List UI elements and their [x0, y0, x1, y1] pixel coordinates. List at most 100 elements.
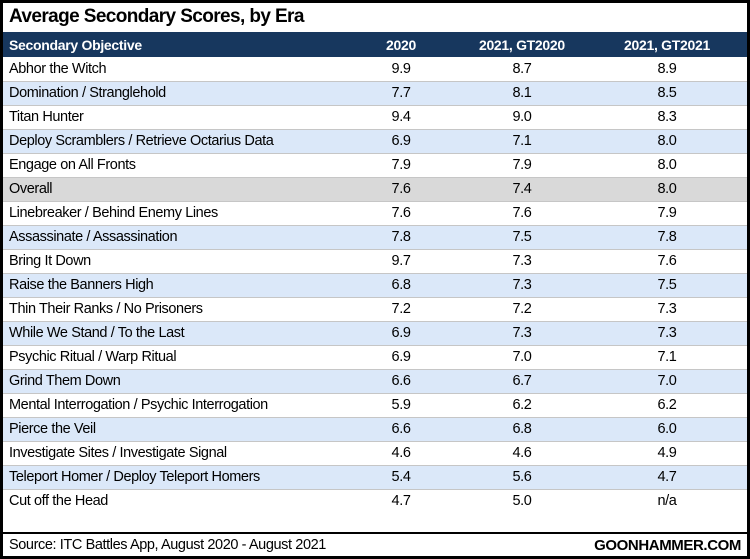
- table-row: Pierce the Veil 6.6 6.8 6.0: [3, 417, 747, 442]
- score-cell: 4.7: [587, 465, 747, 490]
- score-cell: 8.0: [587, 153, 747, 178]
- score-cell: 6.6: [345, 417, 457, 442]
- objective-cell: Overall: [3, 177, 346, 202]
- table-row: Raise the Banners High 6.8 7.3 7.5: [3, 273, 747, 298]
- score-cell: 4.6: [345, 441, 457, 466]
- objective-cell: Pierce the Veil: [3, 417, 346, 442]
- score-cell: 6.9: [345, 321, 457, 346]
- table-row: Thin Their Ranks / No Prisoners 7.2 7.2 7.3: [3, 297, 747, 322]
- table-row: Deploy Scramblers / Retrieve Octarius Da…: [3, 129, 747, 154]
- score-cell: 7.3: [456, 321, 588, 346]
- objective-cell: Investigate Sites / Investigate Signal: [3, 441, 346, 466]
- score-cell: 6.0: [587, 417, 747, 442]
- score-cell: 7.5: [587, 273, 747, 298]
- score-cell: 7.6: [345, 177, 457, 202]
- column-header-objective: Secondary Objective: [3, 32, 346, 57]
- score-cell: 6.2: [587, 393, 747, 418]
- score-cell: 6.8: [456, 417, 588, 442]
- objective-cell: Grind Them Down: [3, 369, 346, 394]
- score-cell: 8.9: [587, 57, 747, 82]
- score-cell: n/a: [587, 489, 747, 513]
- header-row: Secondary Objective 2020 2021, GT2020 20…: [3, 32, 747, 57]
- score-cell: 8.1: [456, 81, 588, 106]
- score-cell: 6.7: [456, 369, 588, 394]
- score-cell: 8.0: [587, 177, 747, 202]
- score-cell: 6.9: [345, 129, 457, 154]
- score-cell: 6.6: [345, 369, 457, 394]
- table-row: Investigate Sites / Investigate Signal 4.…: [3, 441, 747, 466]
- score-cell: 7.6: [456, 201, 588, 226]
- table-row: Titan Hunter 9.4 9.0 8.3: [3, 105, 747, 130]
- table-row: Engage on All Fronts 7.9 7.9 8.0: [3, 153, 747, 178]
- table-row: Grind Them Down 6.6 6.7 7.0: [3, 369, 747, 394]
- objective-cell: Engage on All Fronts: [3, 153, 346, 178]
- table-row: Domination / Stranglehold 7.7 8.1 8.5: [3, 81, 747, 106]
- score-cell: 7.6: [345, 201, 457, 226]
- table-row: Cut off the Head 4.7 5.0 n/a: [3, 489, 747, 513]
- score-cell: 7.3: [456, 273, 588, 298]
- score-cell: 7.1: [456, 129, 588, 154]
- score-cell: 4.7: [345, 489, 457, 513]
- score-cell: 8.3: [587, 105, 747, 130]
- table-row: Overall 7.6 7.4 8.0: [3, 177, 747, 202]
- column-header-2021-gt2021: 2021, GT2021: [587, 32, 747, 57]
- score-cell: 7.8: [587, 225, 747, 250]
- score-cell: 8.7: [456, 57, 588, 82]
- objective-cell: Teleport Homer / Deploy Teleport Homers: [3, 465, 346, 490]
- footer-bar: Source: ITC Battles App, August 2020 - A…: [3, 532, 747, 556]
- score-cell: 7.3: [587, 297, 747, 322]
- score-cell: 4.6: [456, 441, 588, 466]
- objective-cell: Linebreaker / Behind Enemy Lines: [3, 201, 346, 226]
- score-cell: 8.0: [587, 129, 747, 154]
- table-body: Abhor the Witch 9.9 8.7 8.9 Domination / Str…: [3, 57, 747, 513]
- objective-cell: Deploy Scramblers / Retrieve Octarius Da…: [3, 129, 346, 154]
- table-row: Bring It Down 9.7 7.3 7.6: [3, 249, 747, 274]
- objective-cell: Bring It Down: [3, 249, 346, 274]
- score-cell: 9.4: [345, 105, 457, 130]
- score-cell: 6.9: [345, 345, 457, 370]
- objective-cell: Raise the Banners High: [3, 273, 346, 298]
- score-cell: 7.9: [345, 153, 457, 178]
- score-cell: 6.8: [345, 273, 457, 298]
- brand-label: GOONHAMMER.COM: [594, 536, 741, 554]
- objective-cell: Mental Interrogation / Psychic Interroga…: [3, 393, 346, 418]
- score-cell: 7.8: [345, 225, 457, 250]
- score-cell: 9.7: [345, 249, 457, 274]
- objective-cell: Psychic Ritual / Warp Ritual: [3, 345, 346, 370]
- table-row: Mental Interrogation / Psychic Interroga…: [3, 393, 747, 418]
- table-row: Abhor the Witch 9.9 8.7 8.9: [3, 57, 747, 82]
- table-row: While We Stand / To the Last 6.9 7.3 7.3: [3, 321, 747, 346]
- score-cell: 6.2: [456, 393, 588, 418]
- score-cell: 7.7: [345, 81, 457, 106]
- score-cell: 7.2: [345, 297, 457, 322]
- score-cell: 7.3: [587, 321, 747, 346]
- score-cell: 7.0: [587, 369, 747, 394]
- objective-cell: Abhor the Witch: [3, 57, 346, 82]
- score-cell: 5.6: [456, 465, 588, 490]
- score-cell: 5.0: [456, 489, 588, 513]
- objective-cell: While We Stand / To the Last: [3, 321, 346, 346]
- score-cell: 9.9: [345, 57, 457, 82]
- score-cell: 7.1: [587, 345, 747, 370]
- score-cell: 7.0: [456, 345, 588, 370]
- table-row: Psychic Ritual / Warp Ritual 6.9 7.0 7.1: [3, 345, 747, 370]
- table-row: Assassinate / Assassination 7.8 7.5 7.8: [3, 225, 747, 250]
- objective-cell: Assassinate / Assassination: [3, 225, 346, 250]
- score-cell: 7.4: [456, 177, 588, 202]
- objective-cell: Cut off the Head: [3, 489, 346, 513]
- score-cell: 8.5: [587, 81, 747, 106]
- table-row: Teleport Homer / Deploy Teleport Homers 5…: [3, 465, 747, 490]
- score-cell: 9.0: [456, 105, 588, 130]
- source-note: Source: ITC Battles App, August 2020 - A…: [9, 537, 326, 553]
- score-cell: 7.9: [587, 201, 747, 226]
- score-cell: 7.5: [456, 225, 588, 250]
- score-cell: 7.3: [456, 249, 588, 274]
- table-row: Linebreaker / Behind Enemy Lines 7.6 7.6 7.…: [3, 201, 747, 226]
- column-header-2021-gt2020: 2021, GT2020: [456, 32, 588, 57]
- score-cell: 5.4: [345, 465, 457, 490]
- scores-table: Secondary Objective 2020 2021, GT2020 20…: [3, 32, 747, 513]
- objective-cell: Titan Hunter: [3, 105, 346, 130]
- score-cell: 7.9: [456, 153, 588, 178]
- score-cell: 7.6: [587, 249, 747, 274]
